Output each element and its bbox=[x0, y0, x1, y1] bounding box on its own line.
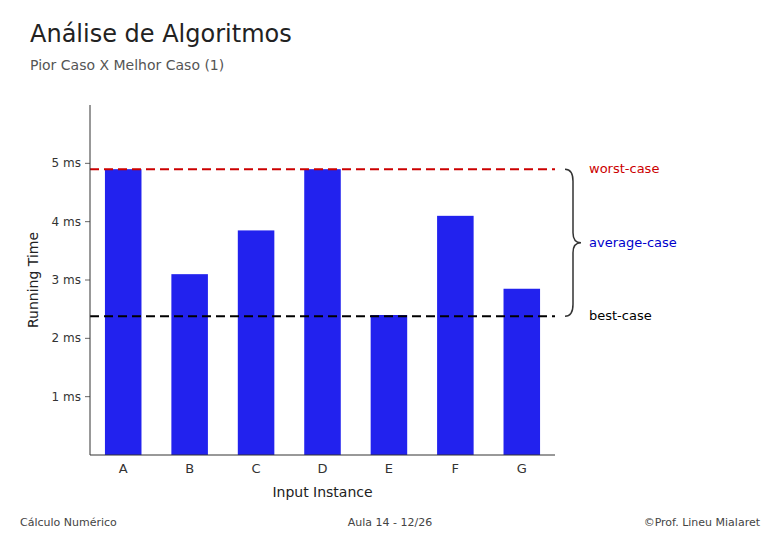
x-tick-label: E bbox=[385, 461, 393, 476]
y-axis-label: Running Time bbox=[25, 232, 41, 328]
y-tick bbox=[85, 338, 90, 339]
x-tick-label: C bbox=[252, 461, 261, 476]
bar bbox=[105, 169, 142, 455]
bars bbox=[90, 169, 555, 455]
bar bbox=[371, 315, 408, 455]
bar bbox=[304, 169, 341, 455]
y-tick bbox=[85, 221, 90, 222]
x-tick-label: F bbox=[452, 461, 459, 476]
footer-text: ©Prof. Lineu Mialaret bbox=[644, 516, 761, 529]
y-tick-label: 4 ms bbox=[52, 215, 81, 229]
y-tick-label: 1 ms bbox=[52, 390, 81, 404]
bar bbox=[238, 230, 275, 455]
bar bbox=[504, 289, 541, 455]
bar bbox=[171, 274, 208, 455]
y-tick-label: 3 ms bbox=[52, 273, 81, 287]
x-tick-label: D bbox=[317, 461, 327, 476]
x-axis-label: Input Instance bbox=[272, 484, 372, 500]
x-tick-label: A bbox=[119, 461, 128, 476]
subtitle: Pior Caso X Melhor Caso (1) bbox=[30, 57, 224, 73]
annotation: average-case bbox=[589, 235, 677, 250]
y-tick bbox=[85, 163, 90, 164]
x-axis bbox=[90, 455, 555, 456]
y-tick-label: 2 ms bbox=[52, 331, 81, 345]
reference-label: best-case bbox=[589, 308, 652, 323]
reference-line bbox=[90, 315, 555, 317]
y-tick-label: 5 ms bbox=[52, 156, 81, 170]
y-tick bbox=[85, 396, 90, 397]
x-tick-label: G bbox=[517, 461, 527, 476]
y-axis bbox=[90, 105, 91, 455]
brace bbox=[565, 169, 581, 316]
footer-text: Cálculo Numérico bbox=[20, 516, 117, 529]
bar bbox=[437, 216, 474, 455]
footer-text: Aula 14 - 12/26 bbox=[348, 516, 432, 529]
title: Análise de Algoritmos bbox=[30, 20, 292, 48]
reference-line bbox=[90, 168, 555, 170]
chart: Análise de Algoritmos Pior Caso X Melhor … bbox=[0, 0, 780, 540]
reference-label: worst-case bbox=[589, 161, 659, 176]
x-tick-label: B bbox=[185, 461, 194, 476]
y-tick bbox=[85, 280, 90, 281]
